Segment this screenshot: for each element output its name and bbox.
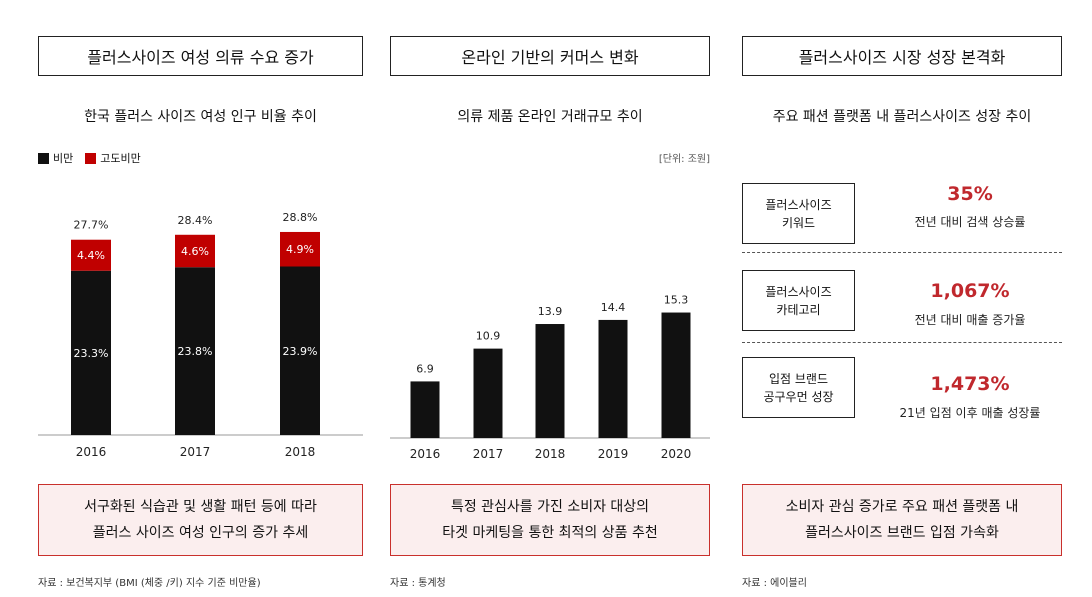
bar-obese-2016 bbox=[71, 270, 111, 435]
label-severe-2018: 4.9% bbox=[286, 243, 314, 256]
label-online-2019: 14.4 bbox=[601, 301, 626, 314]
caption-box-2: 특정 관심사를 가진 소비자 대상의 타겟 마케팅을 통한 최적의 상품 추천 bbox=[390, 484, 710, 556]
caption-3-line1: 소비자 관심 증가로 주요 패션 플랫폼 내 bbox=[785, 499, 1019, 515]
legend-swatch-obese bbox=[38, 152, 49, 164]
kpi-box-category-line1: 플러스사이즈 bbox=[765, 284, 832, 299]
chart-2-subtitle: 의류 제품 온라인 거래규모 추이 bbox=[457, 109, 643, 125]
kpi-value-brand: 1,473% bbox=[930, 373, 1010, 395]
label-online-2018: 13.9 bbox=[538, 305, 563, 318]
label-obese-2017: 23.8% bbox=[178, 345, 213, 358]
chart-1-subtitle: 한국 플러스 사이즈 여성 인구 비율 추이 bbox=[84, 109, 317, 125]
legend-swatch-severe bbox=[85, 152, 97, 164]
kpi-box-brand: 입점 브랜드 공구우먼 성장 bbox=[742, 357, 855, 418]
bar-severe-2017 bbox=[175, 234, 215, 268]
label-obese-2016: 23.3% bbox=[74, 347, 109, 360]
caption-box-1: 서구화된 식습관 및 생활 패턴 등에 따라 플러스 사이즈 여성 인구의 증가… bbox=[38, 484, 363, 556]
kpi-divider-1 bbox=[742, 252, 1062, 253]
label-online-2020: 15.3 bbox=[664, 294, 689, 307]
chart-1-legend: 비만 고도비만 bbox=[38, 150, 141, 166]
caption-1-line1: 서구화된 식습관 및 생활 패턴 등에 따라 bbox=[84, 499, 317, 515]
x-tick-online-2018: 2018 bbox=[535, 447, 566, 461]
kpi-box-category-line2: 카테고리 bbox=[776, 302, 821, 317]
legend-label-severe: 고도비만 bbox=[100, 152, 141, 165]
section-header-1-text: 플러스사이즈 여성 의류 수요 증가 bbox=[87, 48, 314, 67]
label-online-2016: 6.9 bbox=[416, 362, 434, 375]
kpi-box-keyword: 플러스사이즈 키워드 bbox=[742, 183, 855, 244]
section-header-1: 플러스사이즈 여성 의류 수요 증가 bbox=[38, 36, 363, 76]
kpi-desc-keyword: 전년 대비 검색 상승률 bbox=[914, 215, 1026, 229]
caption-2-line1: 특정 관심사를 가진 소비자 대상의 bbox=[450, 499, 650, 515]
kpi-box-keyword-line2: 키워드 bbox=[781, 215, 816, 230]
chart-2-unit: [단위: 조원] bbox=[658, 154, 710, 165]
x-tick-online-2017: 2017 bbox=[473, 447, 504, 461]
section-header-2: 온라인 기반의 커머스 변화 bbox=[390, 36, 710, 76]
label-obese-2018: 23.9% bbox=[283, 345, 318, 358]
label-total-2018: 28.8% bbox=[283, 211, 318, 224]
kpi-desc-category: 전년 대비 매출 증가율 bbox=[914, 313, 1026, 327]
kpi-box-brand-line1: 입점 브랜드 bbox=[768, 371, 828, 386]
bar-online-2018 bbox=[535, 324, 565, 438]
caption-1-line2: 플러스 사이즈 여성 인구의 증가 추세 bbox=[92, 525, 309, 541]
caption-2-line2: 타겟 마케팅을 통한 최적의 상품 추천 bbox=[442, 525, 658, 541]
bar-obese-2018 bbox=[280, 266, 320, 435]
kpi-divider-2 bbox=[742, 342, 1062, 343]
kpi-box-category: 플러스사이즈 카테고리 bbox=[742, 270, 855, 331]
bar-severe-2016 bbox=[71, 239, 111, 271]
chart-2-svg: 6.9 2016 10.9 2017 13.9 2018 14.4 2019 15.3 2020 bbox=[390, 294, 710, 461]
bar-online-2017 bbox=[473, 348, 503, 438]
bar-online-2020 bbox=[661, 312, 691, 438]
label-severe-2017: 4.6% bbox=[181, 245, 209, 258]
label-online-2017: 10.9 bbox=[476, 330, 501, 343]
label-total-2017: 28.4% bbox=[178, 214, 213, 227]
caption-box-3: 소비자 관심 증가로 주요 패션 플랫폼 내 플러스사이즈 브랜드 입점 가속화 bbox=[742, 484, 1062, 556]
section-header-2-text: 온라인 기반의 커머스 변화 bbox=[461, 48, 639, 67]
source-3: 자료 : 에이블리 bbox=[742, 578, 807, 589]
x-tick-online-2020: 2020 bbox=[661, 447, 692, 461]
caption-3-line2: 플러스사이즈 브랜드 입점 가속화 bbox=[805, 525, 999, 541]
label-total-2016: 27.7% bbox=[74, 219, 109, 232]
x-tick-2017: 2017 bbox=[180, 445, 211, 459]
legend-label-obese: 비만 bbox=[53, 152, 74, 165]
bar-severe-2018 bbox=[280, 231, 320, 267]
label-severe-2016: 4.4% bbox=[77, 249, 105, 262]
kpi-box-keyword-line1: 플러스사이즈 bbox=[765, 197, 832, 212]
bar-online-2019 bbox=[598, 319, 628, 438]
x-tick-online-2019: 2019 bbox=[598, 447, 629, 461]
section-header-3-text: 플러스사이즈 시장 성장 본격화 bbox=[798, 48, 1006, 67]
kpi-value-keyword: 35% bbox=[947, 183, 993, 205]
source-2: 자료 : 통계청 bbox=[390, 578, 446, 589]
x-tick-2016: 2016 bbox=[76, 445, 107, 459]
kpi-box-brand-line2: 공구우먼 성장 bbox=[763, 389, 834, 404]
chart-1-svg: 23.3% 4.4% 27.7% 2016 23.8% 4.6% 28.4% 2017 23.9… bbox=[38, 211, 363, 459]
source-1: 자료 : 보건복지부 (BMI (체중 /키) 지수 기준 비만율) bbox=[38, 578, 261, 589]
x-tick-online-2016: 2016 bbox=[410, 447, 441, 461]
x-tick-2018: 2018 bbox=[285, 445, 316, 459]
section-header-3: 플러스사이즈 시장 성장 본격화 bbox=[742, 36, 1062, 76]
kpi-value-category: 1,067% bbox=[930, 280, 1010, 302]
kpi-desc-brand: 21년 입점 이후 매출 성장률 bbox=[899, 406, 1041, 420]
kpi-subtitle: 주요 패션 플랫폼 내 플러스사이즈 성장 추이 bbox=[772, 109, 1032, 125]
bar-obese-2017 bbox=[175, 267, 215, 435]
bar-online-2016 bbox=[410, 381, 440, 438]
